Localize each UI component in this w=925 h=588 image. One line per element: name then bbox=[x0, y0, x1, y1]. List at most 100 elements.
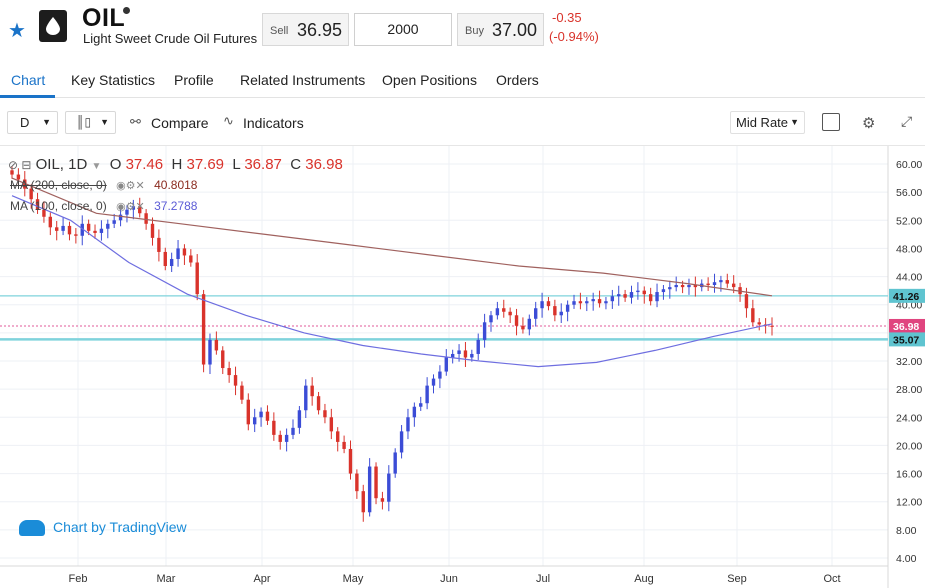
candle-body bbox=[585, 301, 589, 304]
rate-value: Mid Rate bbox=[736, 115, 789, 130]
chart-canvas[interactable]: Feb Mar Apr May Jun Jul Aug Sep Oct 60.00 56.00 52.… bbox=[0, 146, 925, 588]
candle-body bbox=[42, 209, 46, 217]
candle-body bbox=[438, 371, 442, 379]
ma-settings-icon[interactable]: ◉⚙✕ bbox=[116, 201, 145, 213]
candle-body bbox=[533, 308, 538, 319]
candle-body bbox=[687, 285, 691, 288]
candle-body bbox=[99, 228, 104, 233]
candle-body bbox=[138, 206, 142, 214]
y-tick-label: 28.00 bbox=[896, 384, 922, 396]
candle-body bbox=[648, 294, 653, 302]
sell-price: 36.95 bbox=[296, 20, 342, 40]
tab-bar: Chart Key Statistics Profile Related Ins… bbox=[0, 62, 925, 98]
candle-body bbox=[719, 280, 723, 283]
candle-body bbox=[265, 411, 270, 421]
buy-button[interactable]: Buy 37.00 bbox=[457, 13, 544, 46]
candle-body bbox=[399, 431, 404, 453]
x-tick-label: Oct bbox=[823, 573, 840, 585]
y-tick-label: 24.00 bbox=[896, 412, 922, 424]
interval-select[interactable]: D ▼ bbox=[7, 111, 58, 134]
candle-body bbox=[668, 287, 672, 290]
price-badge-last bbox=[889, 318, 925, 333]
tab-key-statistics[interactable]: Key Statistics bbox=[71, 72, 156, 88]
candle-body bbox=[425, 385, 429, 404]
candle-body bbox=[508, 311, 512, 316]
buy-label: Buy bbox=[465, 25, 484, 37]
x-tick-label: Mar bbox=[157, 573, 176, 585]
star-icon[interactable]: ★ bbox=[8, 20, 26, 42]
compare-icon[interactable]: ⚯ bbox=[130, 114, 141, 129]
high-label: H bbox=[171, 156, 183, 173]
chart-type-select[interactable]: ║▯ ▼ bbox=[65, 111, 116, 134]
candle-body bbox=[578, 301, 583, 304]
candle-body bbox=[553, 306, 557, 316]
fullscreen-box-icon[interactable] bbox=[822, 113, 840, 131]
candle-body bbox=[367, 466, 372, 513]
tab-related-instruments[interactable]: Related Instruments bbox=[240, 72, 366, 88]
x-tick-label: Jul bbox=[536, 573, 550, 585]
candle-body bbox=[565, 304, 570, 312]
candle-body bbox=[661, 289, 666, 293]
tab-open-positions[interactable]: Open Positions bbox=[382, 72, 477, 88]
ma100-value: 37.2788 bbox=[154, 199, 198, 213]
candle-body bbox=[291, 427, 295, 435]
candle-body bbox=[348, 448, 353, 474]
sell-button[interactable]: Sell 36.95 bbox=[262, 13, 349, 46]
tab-orders[interactable]: Orders bbox=[496, 72, 539, 88]
instrument-symbol: OIL bbox=[82, 4, 126, 32]
tab-profile[interactable]: Profile bbox=[174, 72, 214, 88]
candle-body bbox=[297, 410, 302, 428]
candle-body bbox=[470, 353, 474, 358]
candle-body bbox=[201, 294, 206, 365]
candle-body bbox=[240, 385, 244, 400]
expand-icon[interactable]: ⤢ bbox=[901, 113, 913, 129]
candle-body bbox=[731, 283, 736, 288]
price-chart[interactable]: Feb Mar Apr May Jun Jul Aug Sep Oct 60.00 56.00 52.… bbox=[0, 146, 925, 588]
candle-body bbox=[412, 406, 417, 418]
open-value: 37.46 bbox=[125, 156, 164, 173]
candle-body bbox=[489, 315, 493, 323]
candle-body bbox=[214, 339, 219, 351]
candle-body bbox=[16, 174, 21, 180]
ma200-line bbox=[11, 177, 773, 297]
candle-body bbox=[476, 339, 480, 354]
ma-settings-icon[interactable]: ◉⚙✕ bbox=[116, 180, 145, 192]
rate-select[interactable]: Mid Rate ▼ bbox=[730, 111, 805, 134]
indicators-icon[interactable]: ∿ bbox=[223, 113, 234, 128]
price-badge-35-07 bbox=[889, 332, 925, 347]
candle-body bbox=[693, 285, 698, 288]
candle-body bbox=[106, 223, 110, 229]
tab-chart[interactable]: Chart bbox=[11, 72, 46, 88]
y-tick-label: 32.00 bbox=[896, 356, 922, 368]
candle-body bbox=[29, 188, 33, 200]
candle-body bbox=[374, 466, 378, 499]
chevron-down-icon: ▼ bbox=[42, 117, 51, 127]
candles-icon: ║▯ bbox=[76, 115, 92, 129]
candle-body bbox=[272, 420, 276, 435]
candle-body bbox=[604, 301, 608, 304]
candle-body bbox=[55, 227, 59, 231]
y-tick-label: 48.00 bbox=[896, 243, 922, 255]
candle-body bbox=[591, 299, 595, 302]
candle-body bbox=[189, 255, 193, 263]
gear-icon[interactable]: ⚙ bbox=[862, 115, 876, 132]
candle-body bbox=[10, 170, 14, 175]
indicators-button[interactable]: Indicators bbox=[243, 115, 304, 131]
candle-body bbox=[482, 322, 487, 340]
candle-body bbox=[336, 431, 340, 442]
collapse-icon[interactable]: ⊘ ⊟ bbox=[8, 158, 32, 172]
ma100-line bbox=[11, 195, 773, 368]
candle-body bbox=[323, 410, 327, 418]
candle-body bbox=[450, 353, 455, 358]
candle-body bbox=[636, 290, 640, 293]
candle-body bbox=[118, 214, 123, 221]
candle-body bbox=[252, 417, 257, 425]
candle-body bbox=[112, 220, 116, 224]
candle-body bbox=[514, 315, 519, 326]
compare-button[interactable]: Compare bbox=[151, 115, 209, 131]
tradingview-watermark[interactable]: Chart by TradingView bbox=[19, 519, 187, 537]
candle-body bbox=[80, 223, 84, 236]
quantity-input[interactable]: 2000 bbox=[354, 13, 452, 46]
x-tick-label: Feb bbox=[69, 573, 88, 585]
candle-body bbox=[770, 325, 774, 327]
